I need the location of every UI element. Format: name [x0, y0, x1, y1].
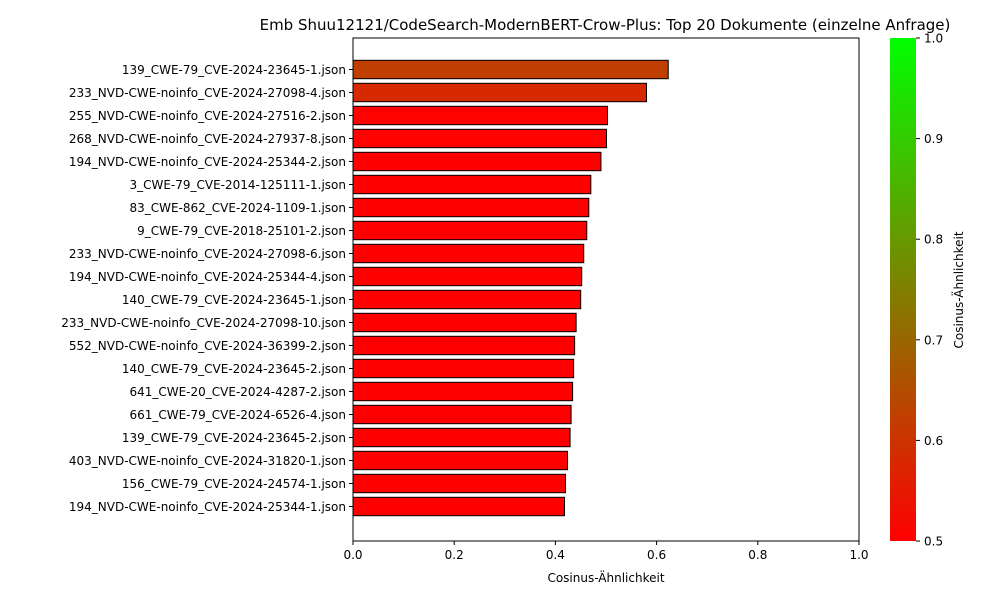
- y-tick-label: 552_NVD-CWE-noinfo_CVE-2024-36399-2.json: [69, 339, 346, 353]
- colorbar-tick-label: 0.5: [924, 535, 943, 549]
- colorbar-tick-label: 1.0: [924, 32, 943, 46]
- colorbar: [890, 38, 916, 541]
- x-tick-label: 0.0: [343, 548, 362, 562]
- y-tick-label: 233_NVD-CWE-noinfo_CVE-2024-27098-10.jso…: [61, 316, 346, 330]
- y-tick-labels: 139_CWE-79_CVE-2024-23645-1.json 233_NVD-…: [61, 63, 353, 514]
- colorbar-label: Cosinus-Ähnlichkeit: [951, 231, 966, 348]
- bar: [352, 197, 590, 218]
- bar: [352, 381, 574, 402]
- bar: [352, 289, 582, 310]
- bar: [352, 450, 569, 471]
- bar: [352, 128, 608, 149]
- bar: [352, 358, 575, 379]
- bar: [352, 220, 588, 241]
- colorbar-tick-label: 0.8: [924, 233, 943, 247]
- colorbar-ticks: 0.5 0.6 0.7 0.8 0.9 1.0: [916, 32, 943, 549]
- bar: [352, 266, 583, 287]
- bar: [352, 243, 585, 264]
- bar: [352, 59, 669, 80]
- y-tick-label: 641_CWE-20_CVE-2024-4287-2.json: [129, 385, 346, 399]
- y-tick-label: 233_NVD-CWE-noinfo_CVE-2024-27098-4.json: [69, 86, 346, 100]
- y-tick-label: 194_NVD-CWE-noinfo_CVE-2024-25344-4.json: [69, 270, 346, 284]
- y-tick-label: 9_CWE-79_CVE-2018-25101-2.json: [137, 224, 346, 238]
- bar: [352, 404, 572, 425]
- colorbar-tick-label: 0.6: [924, 434, 943, 448]
- y-tick-label: 661_CWE-79_CVE-2024-6526-4.json: [129, 408, 346, 422]
- bar: [352, 312, 577, 333]
- x-tick-label: 0.4: [546, 548, 565, 562]
- y-tick-label: 140_CWE-79_CVE-2024-23645-1.json: [122, 293, 346, 307]
- bar: [352, 82, 647, 103]
- y-tick-label: 194_NVD-CWE-noinfo_CVE-2024-25344-2.json: [69, 155, 346, 169]
- y-tick-label: 139_CWE-79_CVE-2024-23645-1.json: [122, 63, 346, 77]
- colorbar-tick-label: 0.9: [924, 132, 943, 146]
- y-tick-label: 3_CWE-79_CVE-2014-125111-1.json: [129, 178, 346, 192]
- bar: [352, 174, 592, 195]
- bar: [352, 105, 609, 126]
- plot-frame: [352, 37, 860, 542]
- x-tick-label: 0.8: [748, 548, 767, 562]
- y-tick-label: 403_NVD-CWE-noinfo_CVE-2024-31820-1.json: [69, 454, 346, 468]
- y-tick-label: 194_NVD-CWE-noinfo_CVE-2024-25344-1.json: [69, 500, 346, 514]
- colorbar-tick-label: 0.7: [924, 333, 943, 347]
- y-tick-label: 139_CWE-79_CVE-2024-23645-2.json: [122, 431, 346, 445]
- x-tick-label: 1.0: [849, 548, 868, 562]
- y-tick-label: 156_CWE-79_CVE-2024-24574-1.json: [122, 477, 346, 491]
- bar: [352, 473, 567, 494]
- chart-title: Emb Shuu12121/CodeSearch-ModernBERT-Crow…: [260, 16, 951, 34]
- x-tick-label: 0.6: [647, 548, 666, 562]
- x-tick-label: 0.2: [445, 548, 464, 562]
- x-ticks: 0.0 0.2 0.4 0.6 0.8 1.0: [343, 541, 869, 562]
- x-axis-label: Cosinus-Ähnlichkeit: [547, 570, 664, 585]
- bar: [352, 151, 602, 172]
- bar: [352, 335, 576, 356]
- y-tick-label: 140_CWE-79_CVE-2024-23645-2.json: [122, 362, 346, 376]
- bars-group: [352, 59, 669, 517]
- bar: [352, 496, 566, 517]
- y-tick-label: 268_NVD-CWE-noinfo_CVE-2024-27937-8.json: [69, 132, 346, 146]
- y-tick-label: 83_CWE-862_CVE-2024-1109-1.json: [129, 201, 346, 215]
- y-tick-label: 233_NVD-CWE-noinfo_CVE-2024-27098-6.json: [69, 247, 346, 261]
- y-tick-label: 255_NVD-CWE-noinfo_CVE-2024-27516-2.json: [69, 109, 346, 123]
- bar: [352, 427, 571, 448]
